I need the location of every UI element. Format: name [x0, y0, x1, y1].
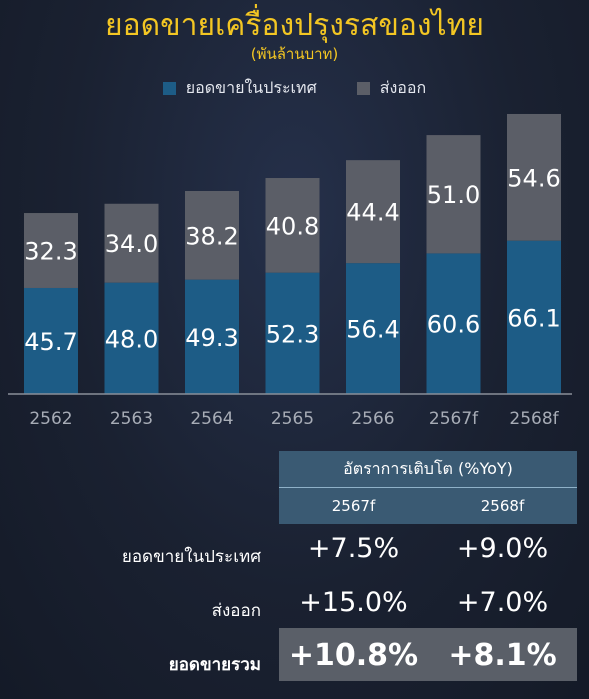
data-label-export-2565: 40.8 [266, 212, 319, 240]
bar-domestic-2565 [265, 272, 320, 394]
data-label-export-2563: 34.0 [105, 230, 158, 258]
bar-export-2568f [507, 113, 561, 241]
legend: ยอดขายในประเทศ ส่งออก [0, 76, 589, 101]
bar-domestic-2567f [426, 253, 481, 394]
growth-table-title: อัตราการเติบโต (%YoY) [279, 451, 577, 488]
growth-value-export-2567f: +15.0% [299, 587, 408, 618]
data-label-domestic-2565: 52.3 [266, 320, 319, 348]
chart-subtitle: (พันล้านบาท) [250, 45, 339, 63]
data-label-export-2562: 32.3 [24, 238, 77, 266]
data-label-domestic-2564: 49.3 [185, 324, 238, 352]
growth-value-total-2568f: +8.1% [448, 638, 557, 673]
chart-title: ยอดขายเครื่องปรุงรสของไทย [105, 8, 484, 43]
bar-export-2565 [265, 178, 320, 273]
growth-value-domestic-2568f: +9.0% [456, 533, 549, 564]
legend-label-export: ส่งออก [379, 78, 427, 97]
legend-swatch-domestic [162, 82, 176, 95]
growth-value-export-2568f: +7.0% [456, 587, 549, 618]
data-label-domestic-2563: 48.0 [105, 325, 158, 353]
bar-export-2567f [426, 135, 481, 254]
legend-item-domestic: ยอดขายในประเทศ [162, 76, 317, 101]
stacked-bar-chart: 45.7 32.3 2562 48.0 34.0 2563 49.3 38.2 2564 52.3… [8, 113, 572, 429]
x-tick-label-2565: 2565 [271, 409, 314, 429]
legend-swatch-export [356, 82, 370, 95]
bar-domestic-2564 [185, 279, 239, 394]
bar-export-2562 [24, 213, 78, 288]
x-tick-label-2563: 2563 [110, 409, 153, 429]
bar-domestic-2562 [24, 287, 78, 394]
growth-value-domestic-2567f: +7.5% [307, 533, 400, 564]
growth-table-header: อัตราการเติบโต (%YoY) 2567f 2568f [279, 451, 577, 524]
x-tick-label-2566: 2566 [351, 409, 394, 429]
growth-value-total-2567f: +10.8% [288, 638, 419, 673]
bar-export-2563 [104, 203, 159, 283]
growth-row-label-domestic: ยอดขายในประเทศ [121, 547, 261, 567]
data-label-domestic-2567f: 60.6 [427, 311, 480, 339]
bar-export-2564 [185, 191, 239, 280]
data-label-export-2568f: 54.6 [507, 164, 560, 192]
bar-domestic-2566 [346, 263, 400, 394]
data-label-export-2564: 38.2 [185, 222, 238, 250]
bar-domestic-2563 [104, 282, 159, 394]
data-label-export-2567f: 51.0 [427, 181, 480, 209]
data-label-domestic-2568f: 66.1 [507, 304, 560, 332]
x-tick-label-2562: 2562 [29, 409, 72, 429]
growth-year-2567f: 2567f [331, 497, 376, 515]
growth-year-2568f: 2568f [480, 497, 525, 515]
data-label-domestic-2566: 56.4 [346, 316, 399, 344]
bar-export-2566 [346, 160, 400, 264]
growth-row-label-export: ส่งออก [211, 601, 261, 621]
total-row-band [279, 628, 577, 681]
legend-label-domestic: ยอดขายในประเทศ [185, 78, 317, 97]
x-tick-label-2567f: 2567f [429, 409, 479, 429]
growth-row-label-total: ยอดขายรวม [168, 655, 261, 675]
legend-item-export: ส่งออก [356, 76, 427, 101]
x-tick-label-2568f: 2568f [509, 409, 559, 429]
bar-domestic-2568f [507, 240, 561, 394]
data-label-export-2566: 44.4 [346, 199, 399, 227]
x-tick-label-2564: 2564 [190, 409, 233, 429]
data-label-domestic-2562: 45.7 [24, 328, 77, 356]
